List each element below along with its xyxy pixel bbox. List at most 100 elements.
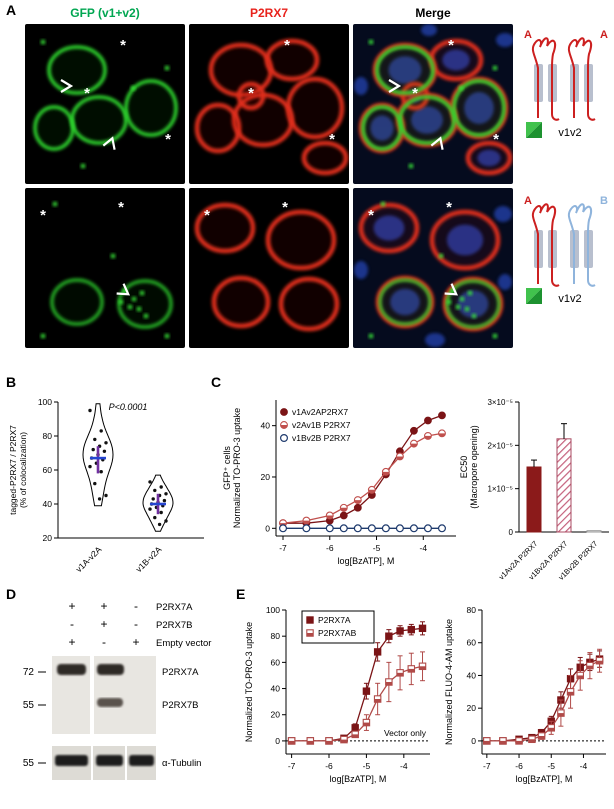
- svg-text:*: *: [84, 85, 90, 102]
- band-p2rx7b-lane2: [97, 698, 123, 707]
- svg-text:v1v2: v1v2: [558, 293, 581, 305]
- panel-label-a: A: [6, 2, 17, 18]
- svg-text:20: 20: [467, 703, 477, 713]
- band-tubulin-lane3: [129, 755, 154, 766]
- svg-text:+: +: [68, 635, 75, 649]
- svg-text:-7: -7: [288, 761, 296, 771]
- svg-text:log[BzATP], M: log[BzATP], M: [330, 774, 387, 784]
- fluo4-dose-response-plot: -7 -6 -5 -4 0 20 40 60 80 log[BzATP], M Normalized…: [444, 605, 606, 784]
- svg-text:Empty vector: Empty vector: [156, 638, 211, 649]
- svg-text:80: 80: [271, 631, 281, 641]
- svg-text:*: *: [118, 199, 124, 216]
- svg-text:*: *: [412, 85, 418, 102]
- series-line: [283, 414, 443, 524]
- svg-text:P<0.0001: P<0.0001: [109, 402, 148, 412]
- arrowhead-marker: [388, 79, 402, 93]
- svg-text:40: 40: [467, 670, 477, 680]
- svg-text:2×10⁻⁵: 2×10⁻⁵: [487, 441, 513, 450]
- panel-label-d: D: [6, 586, 17, 602]
- bzatp-dose-response-plot: -7 -6 -5 -4 0 20 40 log[BzATP], M GFP⁺ cells Norm…: [222, 400, 456, 566]
- ec50-bar-chart: 0 1×10⁻⁵ 2×10⁻⁵ 3×10⁻⁵ EC50 (Macropore openin…: [459, 398, 609, 582]
- svg-text:Normalized TO-PRO-3 uptake: Normalized TO-PRO-3 uptake: [232, 408, 242, 528]
- svg-text:v1v2: v1v2: [558, 127, 581, 139]
- svg-text:20: 20: [261, 472, 271, 482]
- svg-text:*: *: [165, 131, 171, 148]
- svg-text:-7: -7: [483, 761, 491, 771]
- svg-text:v1A-v2A: v1A-v2A: [74, 544, 104, 574]
- column-header-merge: Merge: [415, 6, 451, 20]
- svg-text:*: *: [40, 207, 46, 224]
- svg-text:55: 55: [23, 700, 35, 711]
- svg-text:20: 20: [43, 533, 53, 543]
- svg-text:+: +: [100, 617, 107, 631]
- svg-text:P2RX7A: P2RX7A: [318, 615, 351, 625]
- svg-text:v1Bv2B P2RX7: v1Bv2B P2RX7: [292, 433, 351, 443]
- bar: [556, 438, 572, 533]
- svg-text:-6: -6: [325, 761, 333, 771]
- column-header-p2rx7: P2RX7: [249, 6, 289, 20]
- svg-text:-: -: [70, 617, 74, 631]
- svg-text:-: -: [134, 599, 138, 613]
- svg-text:-4: -4: [580, 761, 588, 771]
- svg-text:-5: -5: [373, 543, 381, 553]
- svg-text:-6: -6: [326, 543, 334, 553]
- western-blot-panel: + + - P2RX7A - + - P2RX7B + - + Empty vector 72 55 55 P…: [23, 599, 211, 780]
- svg-text:log[BzATP], M: log[BzATP], M: [338, 556, 395, 566]
- band-p2rx7a-lane2: [97, 664, 124, 675]
- svg-text:Normalized TO-PRO-3 uptake: Normalized TO-PRO-3 uptake: [244, 622, 254, 742]
- svg-text:P2RX7A: P2RX7A: [162, 667, 199, 678]
- svg-text:P2RX7AB: P2RX7AB: [318, 628, 357, 638]
- svg-text:+: +: [132, 635, 139, 649]
- micrograph-gfp-row2: * *: [25, 188, 185, 348]
- svg-text:60: 60: [467, 638, 477, 648]
- svg-text:*: *: [282, 199, 288, 216]
- micrograph-gfp-row1: * * *: [25, 24, 185, 184]
- svg-text:-5: -5: [547, 761, 555, 771]
- svg-text:*: *: [448, 37, 454, 54]
- svg-text:log[BzATP], M: log[BzATP], M: [516, 774, 573, 784]
- arrowhead-marker: [102, 136, 116, 150]
- svg-text:80: 80: [43, 431, 53, 441]
- panel-label-b: B: [6, 374, 17, 390]
- svg-text:v1B-v2A: v1B-v2A: [134, 544, 164, 574]
- svg-text:100: 100: [38, 397, 52, 407]
- svg-text:72: 72: [23, 667, 35, 678]
- bar: [526, 466, 542, 533]
- svg-text:-: -: [134, 617, 138, 631]
- svg-text:(Macropore opening): (Macropore opening): [469, 425, 479, 509]
- arrowhead-marker: [60, 79, 74, 93]
- svg-text:*: *: [284, 37, 290, 54]
- svg-text:+: +: [100, 599, 107, 613]
- svg-text:tagged-P2RX7 / P2RX7: tagged-P2RX7 / P2RX7: [8, 425, 18, 515]
- svg-text:(% of colocalization): (% of colocalization): [18, 432, 28, 508]
- svg-text:v2Av1B P2RX7: v2Av1B P2RX7: [292, 420, 351, 430]
- svg-text:1×10⁻⁵: 1×10⁻⁵: [487, 485, 513, 494]
- svg-text:*: *: [248, 85, 254, 102]
- svg-text:GFP⁺ cells: GFP⁺ cells: [222, 446, 232, 490]
- svg-text:v1Av2AP2RX7: v1Av2AP2RX7: [292, 407, 348, 417]
- svg-text:P2RX7A: P2RX7A: [156, 602, 193, 613]
- svg-text:P2RX7B: P2RX7B: [156, 620, 192, 631]
- arrowhead-marker: [430, 136, 444, 150]
- band-p2rx7a-lane1: [57, 664, 86, 675]
- svg-text:0: 0: [275, 736, 280, 746]
- svg-text:*: *: [493, 131, 499, 148]
- panel-label-e: E: [236, 586, 246, 602]
- svg-text:Vector only: Vector only: [384, 728, 427, 738]
- svg-text:-5: -5: [363, 761, 371, 771]
- micrograph-merge-row1: * * *: [353, 24, 513, 184]
- svg-text:-: -: [102, 635, 106, 649]
- svg-text:-4: -4: [400, 761, 408, 771]
- svg-text:40: 40: [271, 684, 281, 694]
- svg-text:0: 0: [509, 528, 514, 537]
- svg-text:-4: -4: [419, 543, 427, 553]
- svg-text:*: *: [368, 207, 374, 224]
- svg-text:20: 20: [271, 710, 281, 720]
- band-tubulin-lane1: [55, 755, 88, 766]
- series-line: [282, 432, 443, 524]
- micrograph-p2rx7-row2: * *: [189, 188, 349, 348]
- bar: [586, 530, 602, 533]
